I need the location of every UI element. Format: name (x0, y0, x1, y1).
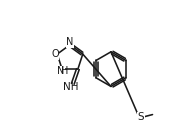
Text: O: O (51, 49, 59, 59)
Text: NH: NH (64, 82, 79, 92)
Text: N: N (57, 66, 65, 76)
Text: S: S (138, 112, 144, 122)
Text: N: N (66, 38, 74, 47)
Text: H: H (61, 66, 68, 76)
